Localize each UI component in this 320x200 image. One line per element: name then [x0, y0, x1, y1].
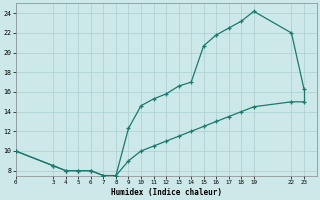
X-axis label: Humidex (Indice chaleur): Humidex (Indice chaleur)	[111, 188, 221, 197]
